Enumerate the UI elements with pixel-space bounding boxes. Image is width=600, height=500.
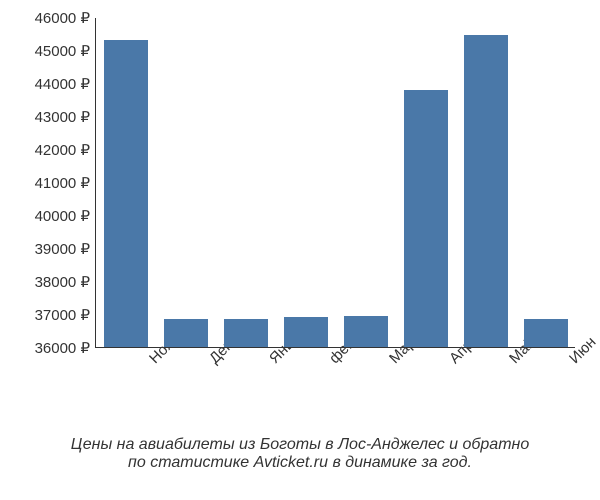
y-tick-label: 40000 ₽	[35, 207, 90, 225]
bar	[284, 317, 327, 347]
y-tick-label: 41000 ₽	[35, 174, 90, 192]
y-tick-label: 36000 ₽	[35, 339, 90, 357]
bar	[464, 35, 507, 347]
y-tick-label: 37000 ₽	[35, 306, 90, 324]
y-tick-label: 42000 ₽	[35, 141, 90, 159]
x-tick-label: Июн	[566, 334, 599, 367]
y-tick-label: 39000 ₽	[35, 240, 90, 258]
bar	[164, 319, 207, 347]
chart-caption: Цены на авиабилеты из Боготы в Лос-Андже…	[0, 436, 600, 472]
caption-line-1: Цены на авиабилеты из Боготы в Лос-Андже…	[0, 436, 600, 454]
y-tick-label: 46000 ₽	[35, 9, 90, 27]
bar	[224, 319, 267, 347]
bar	[104, 40, 147, 347]
caption-line-2: по статистике Avticket.ru в динамике за …	[0, 454, 600, 472]
y-tick-label: 44000 ₽	[35, 75, 90, 93]
plot-area: 36000 ₽37000 ₽38000 ₽39000 ₽40000 ₽41000…	[95, 18, 575, 348]
bar	[524, 319, 567, 347]
bar	[404, 90, 447, 347]
price-chart: 36000 ₽ 37000 ₽ 38000 ₽ 39000 ₽ 40000 ₽ 41000…	[0, 0, 600, 500]
bar	[344, 316, 387, 347]
y-tick-label: 43000 ₽	[35, 108, 90, 126]
y-tick-label: 38000 ₽	[35, 273, 90, 291]
y-tick-label: 45000 ₽	[35, 42, 90, 60]
